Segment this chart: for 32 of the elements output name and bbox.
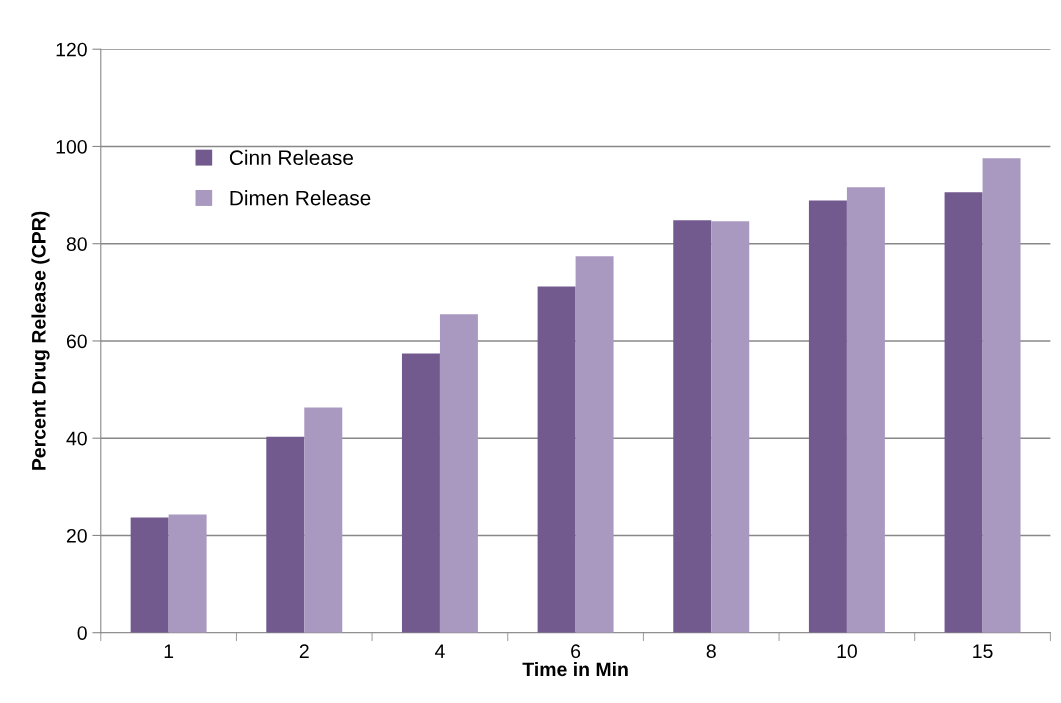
x-tick-label: 1	[164, 644, 174, 658]
y-tick-label: 80	[66, 237, 87, 251]
bar	[808, 200, 847, 633]
legend-label: Dimen Release	[230, 190, 371, 206]
bar	[575, 256, 614, 633]
legend-label: Cinn Release	[229, 149, 353, 166]
y-tick-label: 60	[66, 334, 87, 349]
bar	[439, 314, 478, 633]
x-tick-label: 4	[434, 644, 445, 658]
bar	[982, 158, 1021, 633]
y-tick-label: 40	[66, 431, 87, 446]
bar	[537, 286, 576, 633]
bar	[266, 436, 305, 633]
y-tick-label: 120	[56, 42, 87, 57]
y-axis-title: Percent Drug Release (CPR)	[31, 211, 50, 470]
x-tick-label: 6	[571, 644, 581, 659]
y-tick-label: 100	[56, 139, 87, 154]
bar	[711, 221, 750, 633]
bar	[944, 192, 983, 633]
bar	[130, 517, 169, 633]
x-tick-label: 10	[837, 644, 857, 659]
bar	[673, 220, 712, 633]
bar	[401, 353, 440, 633]
x-tick-label: 2	[299, 644, 309, 658]
y-tick-label: 0	[77, 626, 87, 640]
bar	[304, 407, 343, 633]
x-axis-title: Time in Min	[522, 661, 628, 677]
x-tick-label: 15	[973, 644, 993, 659]
y-tick-label: 20	[66, 528, 87, 543]
bar	[168, 514, 207, 633]
bar	[846, 187, 885, 633]
x-tick-label: 8	[706, 644, 716, 659]
